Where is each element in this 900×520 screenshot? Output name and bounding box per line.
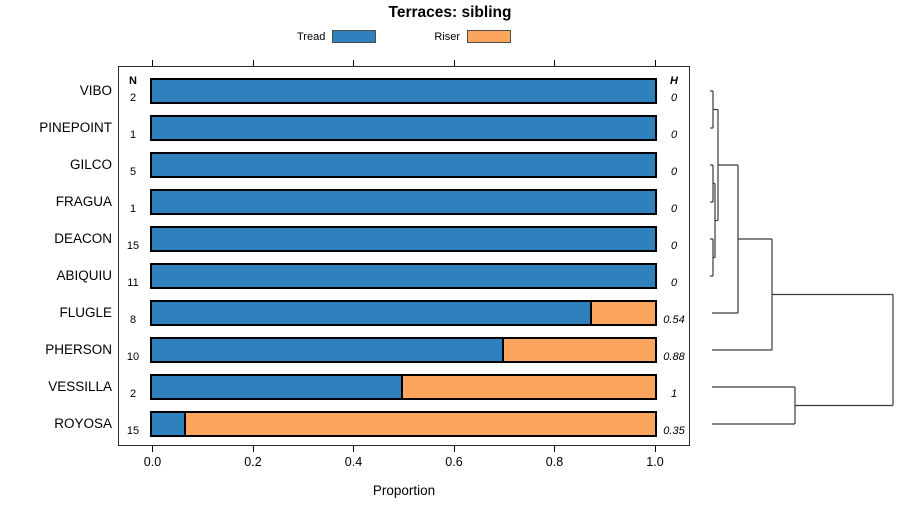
riser-segment (403, 376, 655, 398)
n-value: 2 (129, 92, 137, 104)
bar-row (150, 411, 657, 437)
category-label: DEACON (54, 231, 112, 246)
category-label: FLUGLE (59, 305, 112, 320)
h-value: 0 (670, 166, 678, 178)
n-value: 5 (129, 166, 137, 178)
h-value: 0 (670, 277, 678, 289)
h-value: 0.35 (663, 425, 685, 437)
h-value: 1 (670, 388, 678, 400)
legend-item-riser: Riser (434, 30, 511, 43)
n-value: 15 (126, 425, 140, 437)
axis-tick-top (353, 60, 354, 66)
category-label: VESSILLA (48, 379, 112, 394)
riser-segment (504, 339, 655, 361)
legend-label-tread: Tread (297, 30, 326, 43)
tread-segment (152, 413, 186, 435)
tread-segment (152, 302, 592, 324)
axis-tick-bottom (152, 446, 153, 452)
h-value: 0 (670, 129, 678, 141)
n-value: 15 (126, 240, 140, 252)
tread-segment (152, 265, 655, 287)
category-label: PHERSON (45, 342, 112, 357)
axis-tick-top (152, 60, 153, 66)
axis-tick-bottom (353, 446, 354, 452)
bar-row (150, 337, 657, 363)
bar-row (150, 152, 657, 178)
axis-tick-bottom (554, 446, 555, 452)
n-column-header: N (129, 75, 137, 87)
n-value: 2 (129, 388, 137, 400)
bar-row (150, 374, 657, 400)
h-value: 0.88 (663, 351, 685, 363)
axis-tick-top (554, 60, 555, 66)
category-label: ROYOSA (54, 416, 112, 431)
tread-segment (152, 228, 655, 250)
x-tick-label: 0.4 (344, 455, 363, 469)
category-label: FRAGUA (55, 194, 112, 209)
bar-row (150, 78, 657, 104)
category-label: PINEPOINT (39, 120, 112, 135)
tread-segment (152, 117, 655, 139)
x-tick-label: 0.6 (445, 455, 463, 469)
x-tick-label: 0.2 (244, 455, 262, 469)
h-value: 0 (670, 240, 678, 252)
legend: Tread Riser (118, 30, 690, 43)
bar-row (150, 300, 657, 326)
legend-label-riser: Riser (434, 30, 460, 43)
legend-swatch-tread (332, 30, 377, 43)
n-value: 1 (129, 129, 137, 141)
axis-tick-bottom (654, 446, 656, 452)
riser-segment (592, 302, 655, 324)
axis-tick-bottom (252, 446, 254, 452)
riser-segment (186, 413, 655, 435)
x-tick-label: 1.0 (646, 455, 664, 469)
category-label: GILCO (69, 157, 112, 172)
category-label: ABIQUIU (56, 268, 112, 283)
tread-segment (152, 376, 403, 398)
axis-tick-bottom (453, 446, 455, 452)
n-value: 1 (129, 203, 137, 215)
legend-swatch-riser (467, 30, 511, 43)
tread-segment (152, 80, 655, 102)
plot-area (118, 66, 690, 446)
tread-segment (152, 191, 655, 213)
n-value: 11 (127, 277, 139, 289)
h-column-header: H (670, 75, 678, 87)
h-value: 0 (670, 92, 678, 104)
chart-title: Terraces: sibling (388, 4, 512, 21)
x-tick-label: 0.8 (545, 455, 564, 469)
category-label: VIBO (79, 83, 112, 98)
h-value: 0.54 (663, 314, 685, 326)
h-value: 0 (670, 203, 678, 215)
bar-row (150, 226, 657, 252)
bar-row (150, 263, 657, 289)
tread-segment (152, 154, 655, 176)
legend-item-tread: Tread (297, 30, 377, 43)
bar-row (150, 115, 657, 141)
x-tick-label: 0.0 (143, 455, 162, 469)
axis-tick-top (654, 60, 656, 66)
n-value: 10 (126, 351, 140, 363)
axis-tick-top (252, 60, 254, 66)
axis-tick-top (453, 60, 455, 66)
bar-row (150, 189, 657, 215)
x-axis-title: Proportion (372, 483, 436, 498)
n-value: 8 (129, 314, 137, 326)
tread-segment (152, 339, 504, 361)
